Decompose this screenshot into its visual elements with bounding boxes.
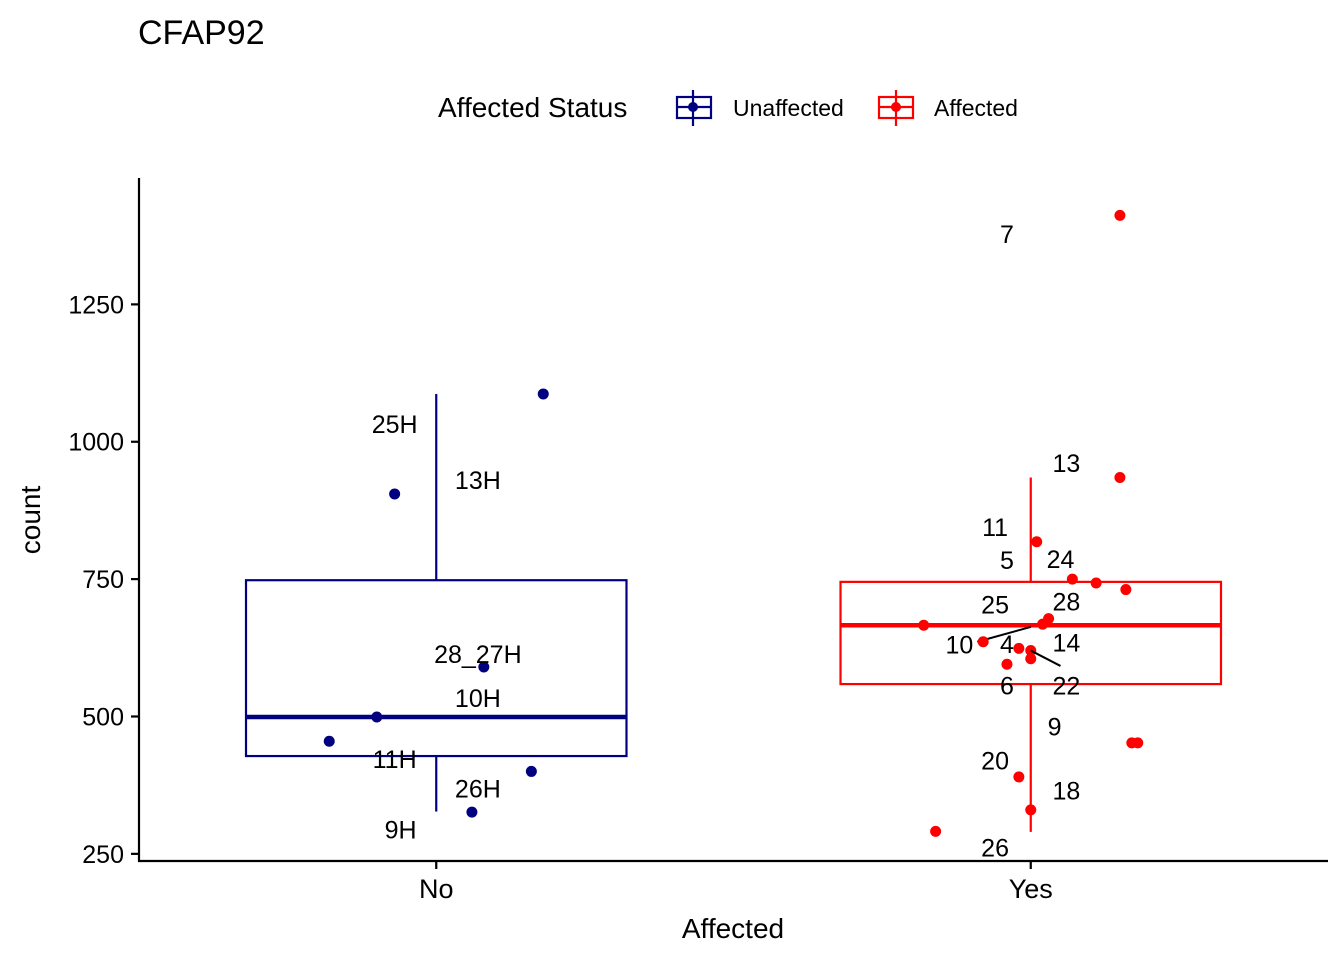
data-point-group [918, 619, 930, 631]
data-point-group [1126, 737, 1138, 749]
data-point-group: 13H [389, 467, 501, 500]
data-point [930, 825, 942, 837]
data-label: 28 [1053, 589, 1081, 617]
data-point-group: 20 [981, 747, 1025, 783]
data-point [478, 661, 490, 673]
data-point [1037, 618, 1049, 630]
x-tick-label-yes: Yes [1009, 874, 1053, 904]
data-label: 25H [372, 411, 418, 439]
data-label: 25 [981, 591, 1009, 619]
data-label: 26H [455, 775, 501, 803]
data-point [323, 735, 335, 747]
data-point [918, 619, 930, 631]
box-no [244, 393, 628, 812]
data-point-group: 6 [1000, 658, 1014, 701]
data-point-group: 25 [981, 591, 1049, 630]
data-point [1025, 653, 1037, 665]
y-tick-label-1000: 1000 [68, 429, 124, 457]
data-label: 6 [1000, 673, 1014, 701]
data-label: 7 [1000, 221, 1014, 249]
data-point [1025, 804, 1037, 816]
legend: Affected Status Unaffected Affected [438, 90, 1018, 126]
y-tick-label-1250: 1250 [68, 291, 124, 319]
data-label: 22 [1053, 673, 1081, 701]
data-point [1090, 577, 1102, 589]
data-point-group: 25H [372, 388, 549, 439]
y-axis-label: count [15, 486, 46, 555]
x-axis-label: Affected [682, 913, 784, 944]
data-label: 10H [455, 685, 501, 713]
data-point [1126, 737, 1138, 749]
data-point-group: 18 [1025, 778, 1080, 816]
data-point [466, 806, 478, 818]
iqr-box [244, 579, 628, 758]
chart-title: CFAP92 [138, 14, 265, 52]
data-label: 9 [1048, 713, 1062, 741]
data-point-group: 13 [1053, 450, 1126, 483]
data-point-group: 5 [1000, 547, 1078, 585]
data-point-group: 24 [1047, 546, 1102, 589]
data-label: 14 [1053, 629, 1081, 657]
data-point [1031, 536, 1043, 548]
data-label: 9H [385, 817, 417, 845]
data-point-group: 26H [455, 765, 537, 803]
x-tick-label-no: No [419, 874, 454, 904]
data-label: 20 [981, 747, 1009, 775]
data-point [977, 636, 989, 648]
y-tick-label-250: 250 [82, 841, 124, 869]
legend-title: Affected Status [438, 92, 627, 123]
legend-key-affected-point [891, 102, 901, 112]
y-tick-label-750: 750 [82, 566, 124, 594]
data-point-group: 11H [323, 735, 417, 774]
data-point-group: 28 [1043, 589, 1080, 625]
axes: 250 500 750 1000 1250 No Yes [68, 178, 1328, 904]
data-point [1066, 573, 1078, 585]
data-point-group: 22 [1025, 649, 1081, 701]
data-point [525, 765, 537, 777]
data-point [1114, 471, 1126, 483]
legend-label-affected: Affected [934, 95, 1018, 121]
data-label: 11H [373, 746, 417, 774]
data-label: 18 [1053, 778, 1081, 806]
data-point-group: 7 [1000, 209, 1126, 249]
label-leader-line [1030, 649, 1061, 667]
data-label: 24 [1047, 546, 1075, 574]
data-point-group: 10H [371, 685, 501, 723]
data-point-group [1120, 584, 1132, 596]
data-point-group: 14 [1025, 629, 1080, 657]
data-point-group: 26 [930, 825, 1009, 862]
legend-key-unaffected-point [688, 102, 698, 112]
data-label: 26 [981, 834, 1009, 862]
iqr-box [839, 580, 1223, 686]
data-label: 11 [982, 514, 1008, 542]
data-label: 4 [1000, 631, 1014, 659]
y-tick-label-500: 500 [82, 703, 124, 731]
data-point [1120, 584, 1132, 596]
data-point [537, 388, 549, 400]
data-point-group: 11 [982, 514, 1043, 548]
data-point-group: 28_27H [434, 641, 522, 673]
legend-label-unaffected: Unaffected [733, 95, 844, 121]
data-point [1013, 771, 1025, 783]
legend-entry-unaffected: Unaffected [675, 90, 844, 126]
data-point [1001, 658, 1013, 670]
legend-entry-affected: Affected [877, 90, 1018, 126]
data-label: 10 [946, 632, 974, 660]
data-point-group: 4 [1000, 631, 1025, 659]
data-point [371, 711, 383, 723]
data-label: 5 [1000, 547, 1014, 575]
data-point [1114, 209, 1126, 221]
data-label: 13 [1053, 450, 1081, 478]
data-point-group: 10 [946, 625, 1032, 660]
data-point [1013, 642, 1025, 654]
data-label: 28_27H [434, 641, 522, 669]
data-point [389, 488, 401, 500]
data-point-group: 9H [385, 806, 478, 845]
data-label: 13H [455, 467, 501, 495]
